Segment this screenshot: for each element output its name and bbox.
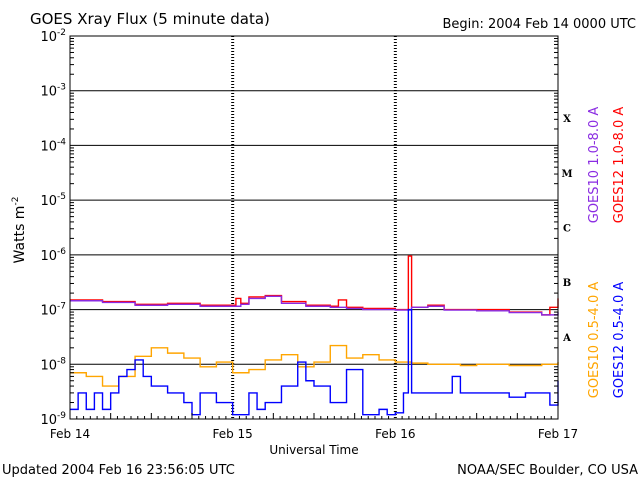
series-line	[70, 308, 559, 416]
legend: GOES10 1.0-8.0 A GOES12 1.0-8.0 A GOES10 0…	[587, 107, 627, 399]
flare-class-label: A	[562, 333, 571, 344]
y-axis-label-exponent: -2	[11, 197, 21, 206]
legend-entry: GOES10 1.0-8.0 A	[587, 107, 602, 224]
svg-text:Watts m-2: Watts m-2	[11, 197, 28, 264]
x-axis-label: Universal Time	[269, 443, 358, 457]
flare-class-label: C	[563, 224, 571, 235]
x-tick-label: Feb 16	[375, 427, 415, 441]
legend-entry: GOES12 0.5-4.0 A	[612, 282, 627, 399]
begin-label: Begin: 2004 Feb 14 0000 UTC	[442, 17, 636, 32]
flare-class-label: B	[563, 278, 571, 289]
series-line	[70, 295, 559, 316]
y-tick-label: 10-5	[40, 192, 66, 209]
y-tick-label: 10-2	[40, 28, 66, 45]
updated-timestamp: Updated 2004 Feb 16 23:56:05 UTC	[2, 463, 235, 478]
series-layer	[70, 255, 559, 416]
flare-class-label: X	[563, 114, 571, 125]
y-tick-label: 10-8	[40, 356, 66, 373]
flare-class-label: M	[561, 169, 572, 180]
x-tick-label: Feb 17	[538, 427, 578, 441]
legend-entry: GOES12 1.0-8.0 A	[612, 107, 627, 224]
x-tick-label: Feb 15	[212, 427, 252, 441]
grid-layer	[70, 36, 558, 419]
data-source: NOAA/SEC Boulder, CO USA	[457, 463, 638, 478]
y-tick-label: 10-6	[40, 247, 66, 264]
x-tick-label: Feb 14	[50, 427, 90, 441]
chart-title: GOES Xray Flux (5 minute data)	[30, 10, 270, 28]
legend-entry: GOES10 0.5-4.0 A	[587, 282, 602, 399]
y-axis-label: Watts m-2	[11, 197, 28, 264]
y-tick-label: 10-7	[40, 302, 66, 319]
y-tick-label: 10-3	[40, 83, 66, 100]
y-tick-label: 10-4	[40, 137, 66, 154]
y-axis-label-main: Watts m	[12, 206, 28, 264]
y-tick-label: 10-9	[40, 411, 66, 428]
